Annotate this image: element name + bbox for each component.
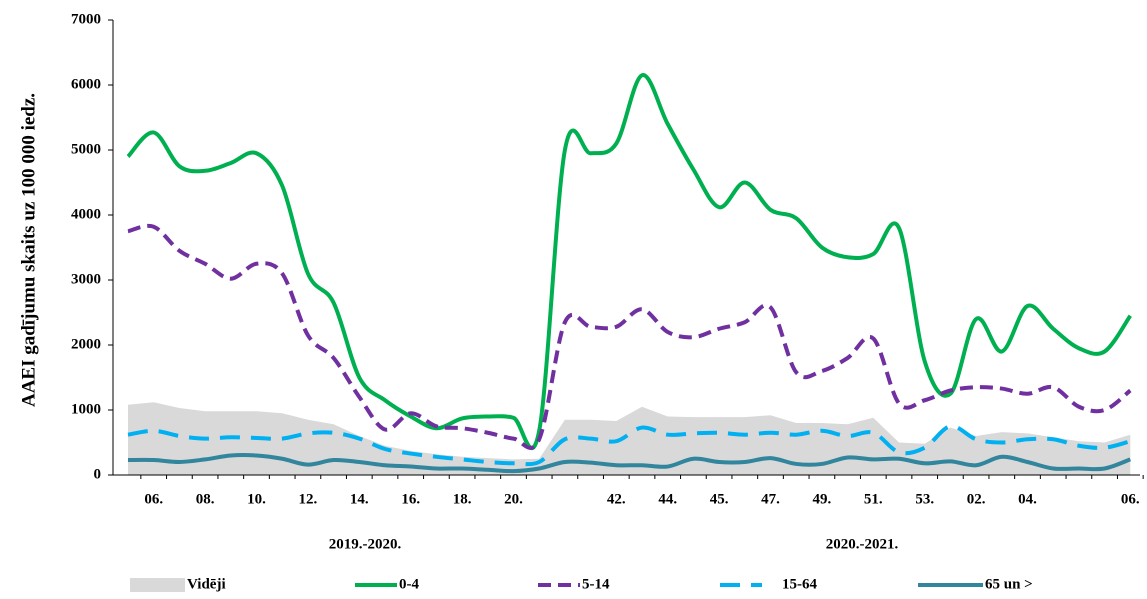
x-tick-label: 42.: [607, 491, 626, 507]
legend-label: Vidēji: [187, 576, 226, 592]
line: [127, 424, 1131, 467]
x-tick-label: 06.: [144, 491, 163, 507]
x-tick-label: 04.: [1018, 491, 1037, 507]
y-tick-label: 2000: [71, 336, 101, 352]
x-tick-label: 12.: [299, 491, 318, 507]
y-tick-label: 6000: [71, 76, 101, 92]
y-axis-label: AAEI gadījumu skaits uz 100 000 iedz.: [18, 93, 39, 407]
y-tick-label: 1000: [71, 401, 101, 417]
legend-label: 0-4: [399, 576, 419, 592]
x-tick-label: 10.: [247, 491, 266, 507]
y-tick-label: 3000: [71, 271, 101, 287]
x-tick-label: 45.: [710, 491, 729, 507]
y-tick-label: 4000: [71, 206, 101, 222]
legend-label: 5-14: [582, 576, 610, 592]
x-tick-label: 49.: [813, 491, 832, 507]
x-tick-label: 47.: [761, 491, 780, 507]
legend-swatch: [130, 578, 185, 592]
area: [128, 402, 1131, 475]
line: [127, 223, 1132, 450]
category-group-label: 2020.-2021.: [826, 536, 899, 552]
line: [127, 453, 1132, 474]
x-tick-label: 20.: [504, 491, 523, 507]
x-tick-label: 06.: [1121, 491, 1140, 507]
x-tick-label: 53.: [915, 491, 934, 507]
y-tick-label: 7000: [71, 11, 101, 27]
x-tick-label: 18.: [453, 491, 472, 507]
y-tick-label: 5000: [71, 141, 101, 157]
line: [126, 73, 1132, 451]
legend-label: 65 un >: [985, 576, 1033, 592]
legend-label: 15-64: [782, 576, 817, 592]
category-group-label: 2019.-2020.: [329, 536, 402, 552]
x-tick-label: 51.: [864, 491, 883, 507]
x-tick-label: 16.: [401, 491, 420, 507]
x-tick-label: 14.: [350, 491, 369, 507]
x-tick-label: 02.: [967, 491, 986, 507]
x-tick-label: 44.: [658, 491, 677, 507]
y-tick-label: 0: [94, 466, 102, 482]
x-tick-label: 08.: [196, 491, 215, 507]
